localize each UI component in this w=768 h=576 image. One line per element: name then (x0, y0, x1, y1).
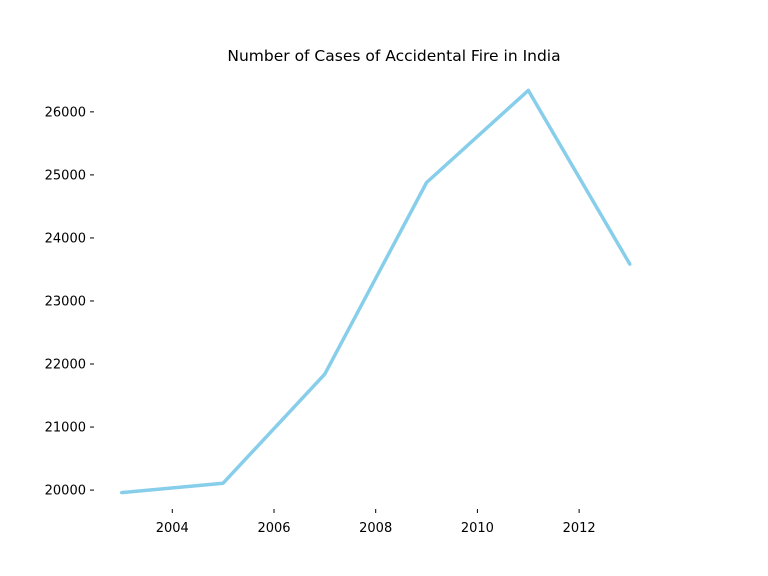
y-tick-label: 25000 (45, 168, 86, 183)
data-point (221, 481, 225, 485)
y-tick-label: 23000 (45, 294, 86, 309)
data-point (323, 372, 327, 376)
x-tick-label: 2006 (257, 521, 290, 536)
y-tick-label: 26000 (45, 105, 86, 120)
y-tick-label: 22000 (45, 358, 86, 373)
data-point (526, 88, 530, 92)
x-axis: 2004 2006 2008 2010 2012 (156, 509, 596, 536)
series-line (121, 88, 632, 495)
data-point (628, 262, 632, 266)
x-tick-label: 2004 (156, 521, 189, 536)
y-tick-label: 24000 (45, 231, 86, 246)
y-axis: 20000 21000 22000 23000 24000 25000 26000 (45, 105, 94, 499)
x-tick-label: 2008 (359, 521, 392, 536)
data-point (119, 491, 123, 495)
y-tick-label: 20000 (45, 484, 86, 499)
x-tick-label: 2012 (563, 521, 596, 536)
y-tick-label: 21000 (45, 421, 86, 436)
plot-area (119, 88, 632, 495)
chart-title: Number of Cases of Accidental Fire in In… (227, 47, 560, 65)
x-tick-label: 2010 (461, 521, 494, 536)
data-point (425, 180, 429, 184)
